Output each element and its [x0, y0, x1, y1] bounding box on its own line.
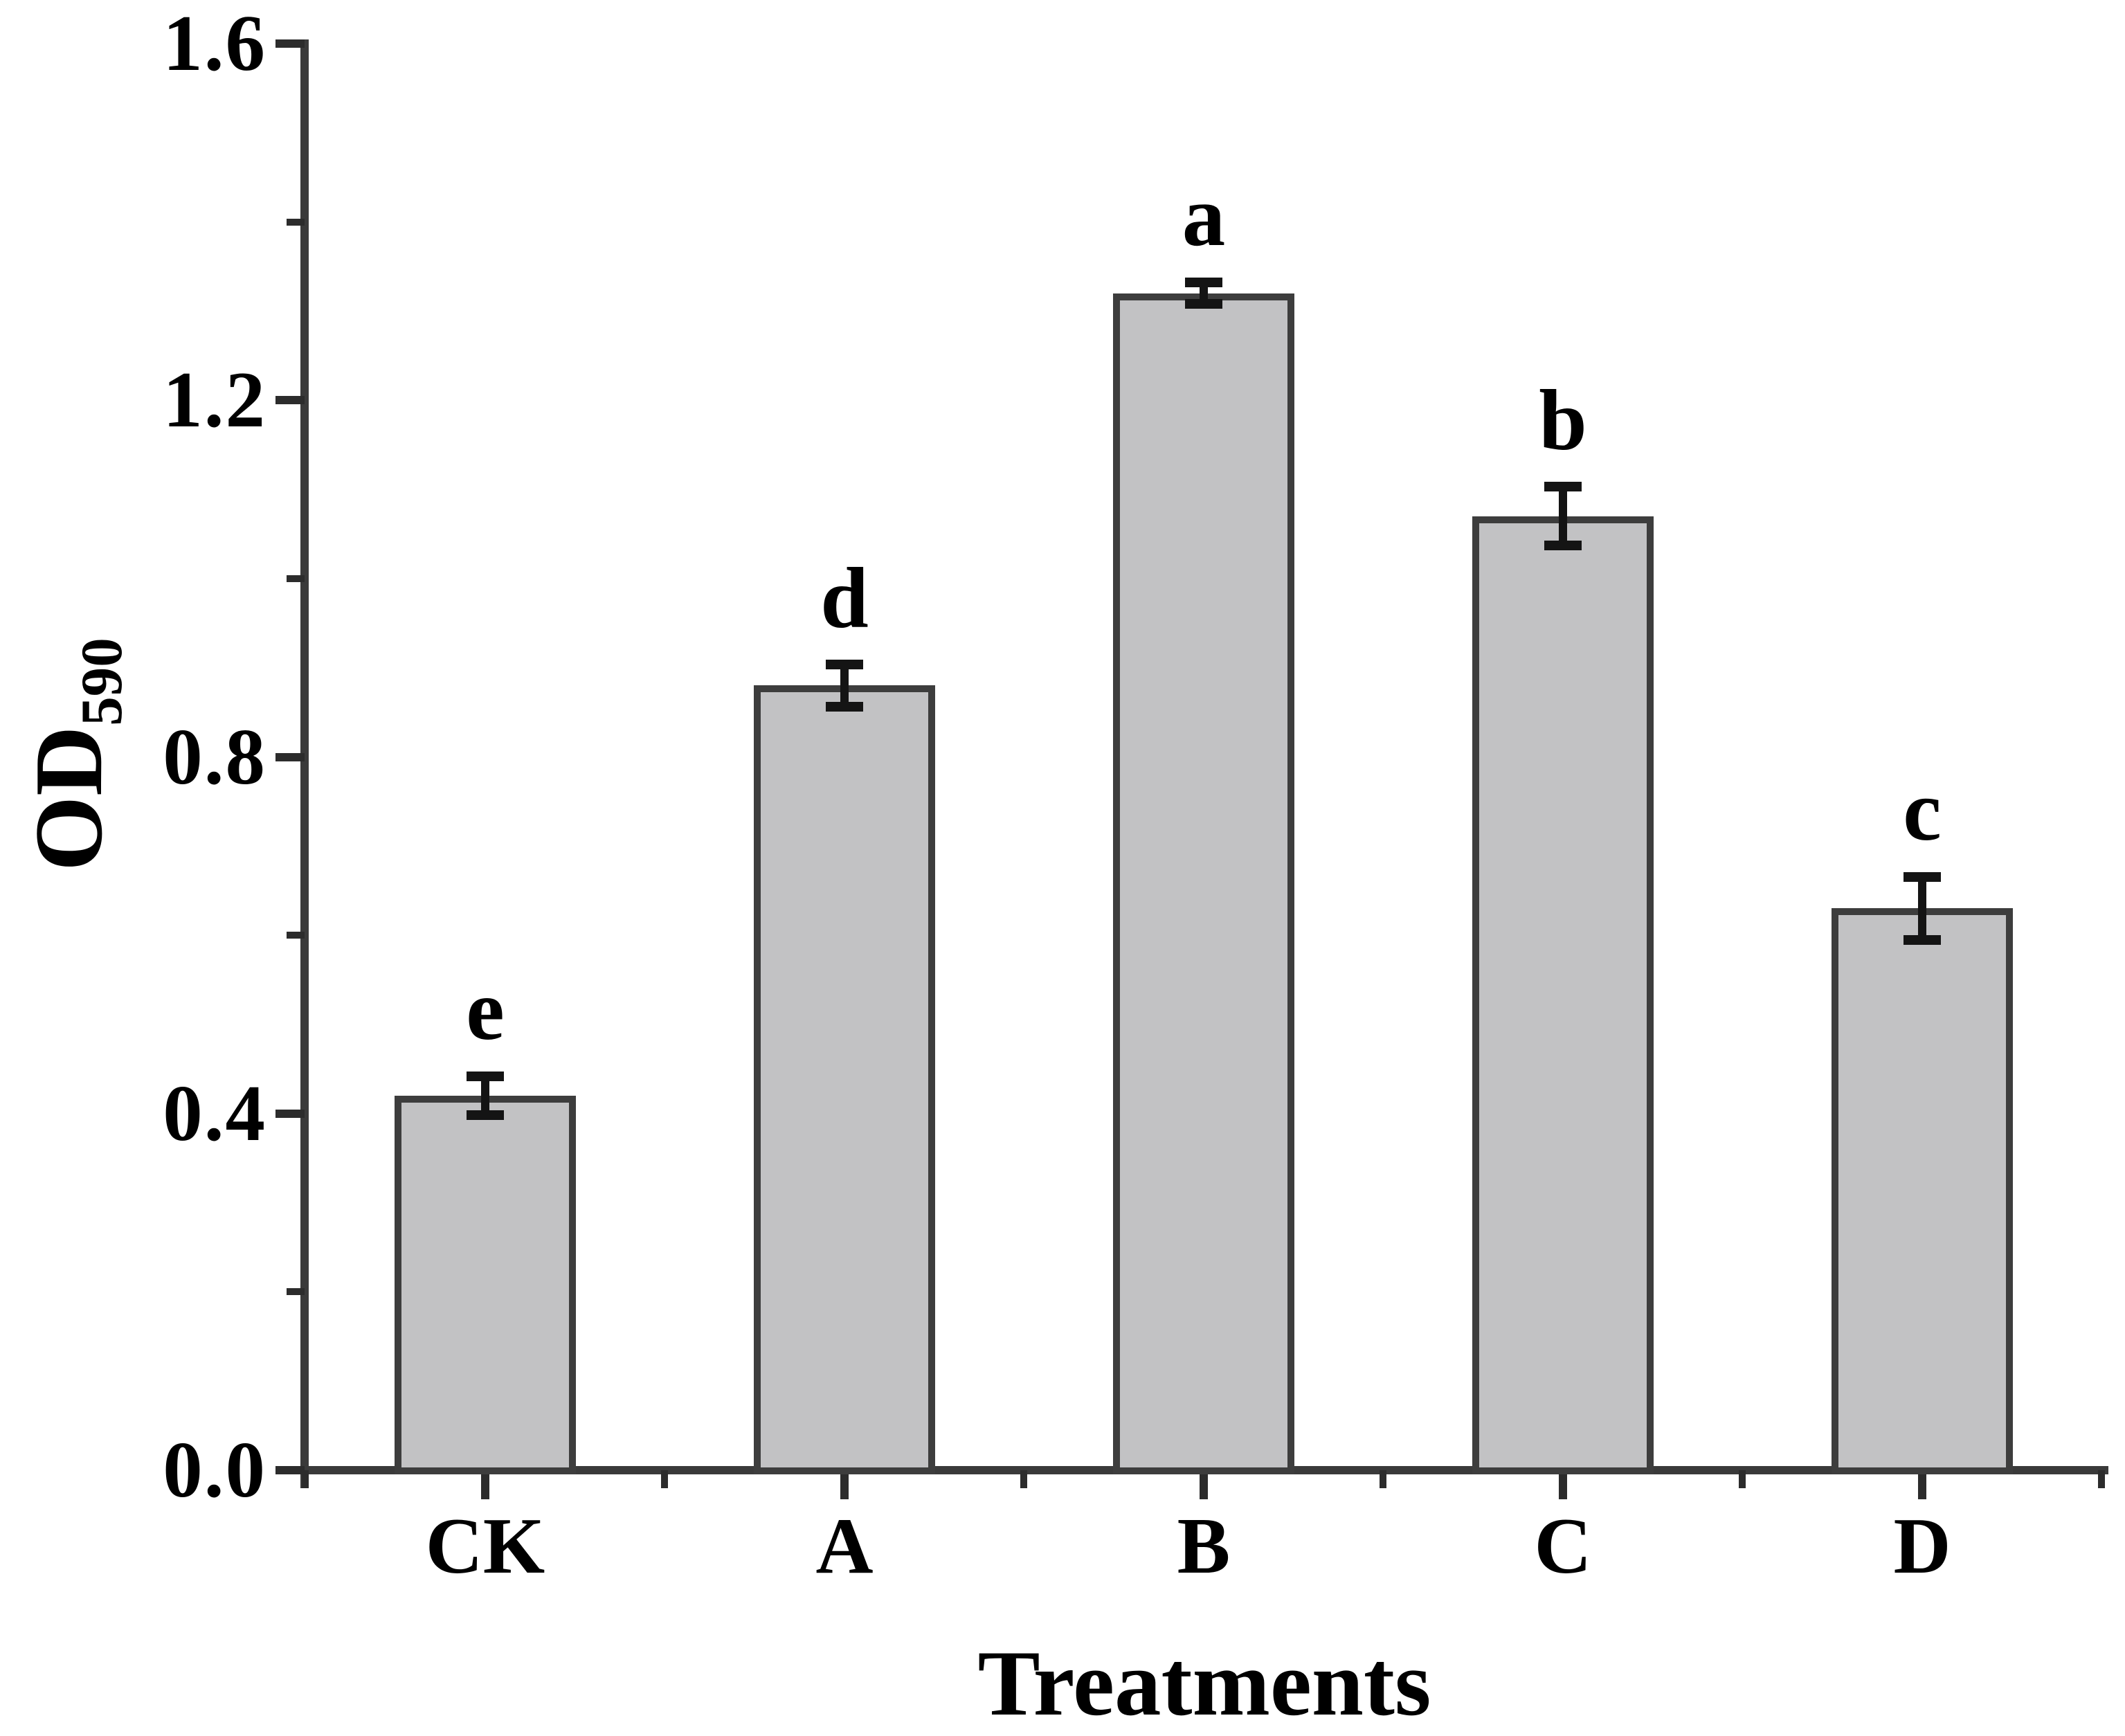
- significance-letter: e: [466, 962, 505, 1058]
- y-tick-label: 1.2: [163, 356, 266, 444]
- y-tick-label: 1.6: [163, 0, 266, 87]
- error-bar-line: [1559, 487, 1567, 546]
- x-major-tick: [1918, 1470, 1926, 1499]
- x-category-label: A: [815, 1502, 874, 1590]
- y-major-tick: [275, 39, 305, 48]
- x-minor-tick: [661, 1470, 668, 1488]
- x-category-label: D: [1893, 1502, 1951, 1590]
- error-bar-cap-top: [826, 659, 863, 669]
- bar: [1832, 908, 2013, 1474]
- x-category-label: CK: [425, 1502, 545, 1590]
- x-axis-title: Treatments: [977, 1632, 1431, 1735]
- error-bar-cap-bottom: [1544, 541, 1582, 551]
- x-major-tick: [1559, 1470, 1567, 1499]
- error-bar-line: [1918, 877, 1926, 940]
- error-bar-cap-bottom: [1904, 934, 1941, 945]
- x-major-tick: [840, 1470, 849, 1499]
- y-minor-tick: [287, 1288, 305, 1296]
- error-bar-cap-bottom: [826, 702, 863, 712]
- error-bar-line: [1200, 282, 1208, 305]
- y-major-tick: [275, 752, 305, 761]
- error-bar-line: [481, 1076, 489, 1116]
- error-bar-cap-top: [1904, 872, 1941, 883]
- y-major-tick: [275, 1466, 305, 1474]
- significance-letter: c: [1903, 763, 1942, 860]
- y-axis-title-subscript: 590: [69, 638, 134, 726]
- y-minor-tick: [287, 575, 305, 582]
- y-minor-tick: [287, 932, 305, 939]
- y-minor-tick: [287, 218, 305, 226]
- significance-letter: a: [1182, 169, 1226, 265]
- x-minor-tick: [1739, 1470, 1746, 1488]
- x-minor-tick: [1020, 1470, 1027, 1488]
- significance-letter: d: [820, 550, 869, 647]
- error-bar-cap-top: [1185, 278, 1222, 288]
- x-major-tick: [1200, 1470, 1208, 1499]
- x-minor-tick: [1380, 1470, 1386, 1488]
- error-bar-cap-top: [1544, 482, 1582, 492]
- x-category-label: B: [1177, 1502, 1231, 1590]
- y-axis-title: OD590: [14, 613, 134, 896]
- y-tick-label: 0.8: [163, 712, 266, 801]
- x-category-label: C: [1534, 1502, 1592, 1590]
- x-minor-tick: [2098, 1470, 2105, 1488]
- significance-letter: b: [1539, 373, 1587, 469]
- x-minor-tick: [302, 1470, 309, 1488]
- bar: [754, 685, 935, 1474]
- y-major-tick: [275, 396, 305, 405]
- bar: [1113, 293, 1294, 1474]
- error-bar-cap-bottom: [1185, 299, 1222, 309]
- y-tick-label: 0.0: [163, 1426, 266, 1514]
- y-axis-title-text: OD: [15, 725, 123, 871]
- y-major-tick: [275, 1109, 305, 1118]
- x-major-tick: [481, 1470, 489, 1499]
- y-tick-label: 0.4: [163, 1069, 266, 1157]
- bar: [395, 1095, 576, 1474]
- error-bar-cap-top: [467, 1071, 504, 1081]
- bar: [1472, 516, 1654, 1474]
- y-axis-line: [300, 39, 309, 1488]
- error-bar-line: [840, 664, 849, 707]
- error-bar-cap-bottom: [467, 1110, 504, 1121]
